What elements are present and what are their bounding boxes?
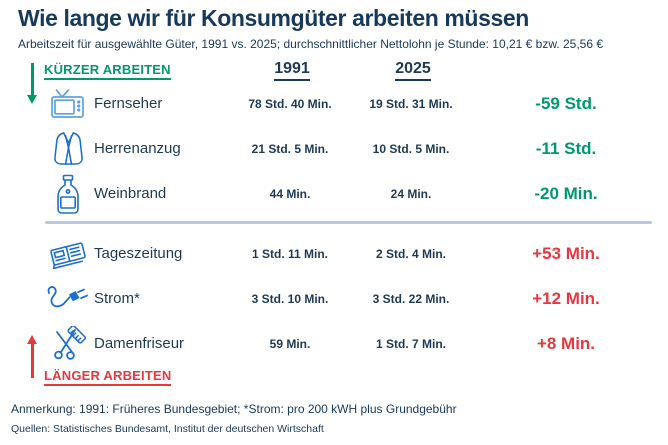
table-row: Herrenanzug 21 Std. 5 Min. 10 Std. 5 Min… (0, 126, 668, 171)
value-2025: 24 Min. (390, 186, 432, 201)
tv-icon (42, 88, 94, 120)
change-value: -11 Std. (535, 138, 597, 158)
change-value: -20 Min. (534, 183, 598, 203)
table-row: Damenfriseur 59 Min. 1 Std. 7 Min. +8 Mi… (0, 321, 668, 366)
suit-icon (42, 131, 94, 166)
column-header-2025: 2025 (395, 60, 431, 81)
table-row: Strom* 3 Std. 10 Min. 3 Std. 22 Min. +12… (0, 276, 668, 321)
table-body: Fernseher 78 Std. 40 Min. 19 Std. 31 Min… (0, 81, 668, 366)
table-row: Tageszeitung 1 Std. 11 Min. 2 Std. 4 Min… (0, 231, 668, 276)
row-label: Strom* (94, 290, 140, 307)
value-1991: 3 Std. 10 Min. (251, 291, 329, 306)
change-value: +8 Min. (536, 333, 596, 353)
scissors-comb-icon (42, 325, 94, 362)
value-1991: 78 Std. 40 Min. (248, 96, 332, 111)
source-line: Quellen: Statistisches Bundesamt, Instit… (11, 423, 324, 435)
change-value: +53 Min. (532, 243, 600, 263)
value-1991: 44 Min. (269, 186, 311, 201)
page-subtitle: Arbeitszeit für ausgewählte Güter, 1991 … (18, 37, 604, 51)
arrow-up-red-icon (27, 335, 37, 378)
value-1991: 1 Std. 11 Min. (251, 246, 329, 261)
row-label: Tageszeitung (94, 245, 183, 262)
group-label-shorter: KÜRZER ARBEITEN (44, 62, 171, 80)
arrow-down-green-icon (27, 63, 37, 104)
value-2025: 19 Std. 31 Min. (369, 96, 453, 111)
value-1991: 59 Min. (269, 336, 311, 351)
row-label: Herrenanzug (94, 140, 181, 157)
row-label: Fernseher (94, 95, 163, 112)
group-label-longer: LÄNGER ARBEITEN (44, 368, 172, 386)
value-1991: 21 Std. 5 Min. (251, 141, 329, 156)
value-2025: 3 Std. 22 Min. (372, 291, 450, 306)
page-title: Wie lange wir für Konsumgüter arbeiten m… (18, 5, 529, 31)
column-header-1991: 1991 (274, 60, 310, 81)
brandy-bottle-icon (42, 174, 94, 214)
group-divider (45, 221, 652, 224)
change-value: -59 Std. (535, 93, 597, 113)
row-label: Weinbrand (94, 185, 167, 202)
table-header: KÜRZER ARBEITEN 1991 2025 (0, 59, 668, 81)
footnote: Anmerkung: 1991: Früheres Bundesgebiet; … (11, 402, 457, 416)
value-2025: 2 Std. 4 Min. (375, 246, 446, 261)
row-label: Damenfriseur (94, 335, 185, 352)
table-row: Weinbrand 44 Min. 24 Min. -20 Min. (0, 171, 668, 216)
table-row: Fernseher 78 Std. 40 Min. 19 Std. 31 Min… (0, 81, 668, 126)
power-plug-icon (42, 284, 94, 314)
change-value: +12 Min. (532, 288, 600, 308)
value-2025: 10 Std. 5 Min. (372, 141, 450, 156)
value-2025: 1 Std. 7 Min. (375, 336, 446, 351)
newspaper-icon (42, 239, 94, 269)
